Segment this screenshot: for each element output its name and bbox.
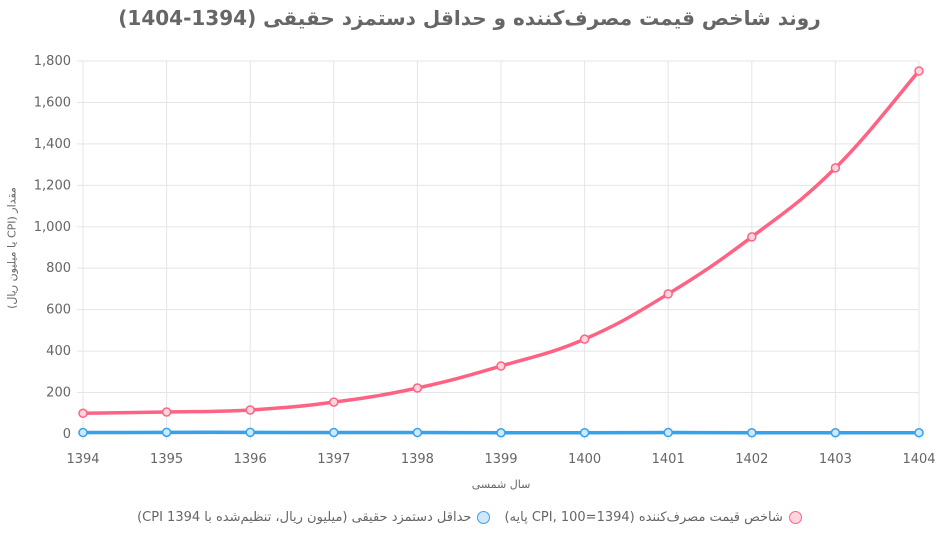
data-point-0: [161, 407, 172, 417]
legend: شاخص قیمت مصرف‌کننده (CPI, 100=1394 پایه…: [0, 510, 939, 525]
x-tick-label: 1404: [902, 452, 935, 467]
legend-label-wage: حداقل دستمزد حقیقی (میلیون ریال، تنظیم‌ش…: [137, 510, 472, 525]
x-tick-label: 1403: [819, 452, 852, 467]
x-tick-label: 1396: [234, 452, 267, 467]
y-tick-label: 1,400: [34, 137, 71, 152]
x-tick-label: 1402: [735, 452, 768, 467]
data-point-0: [830, 163, 841, 173]
data-point-1: [496, 428, 506, 438]
x-tick-label: 1401: [652, 452, 685, 467]
data-point-1: [329, 427, 339, 438]
data-point-0: [496, 361, 506, 371]
data-point-1: [412, 427, 423, 438]
data-point-0: [412, 383, 423, 393]
legend-label-cpi: شاخص قیمت مصرف‌کننده (CPI, 100=1394 پایه…: [504, 510, 783, 525]
legend-swatch-cpi: [788, 511, 802, 524]
y-tick-label: 800: [46, 261, 71, 276]
data-point-0: [747, 232, 757, 242]
data-point-0: [329, 397, 339, 407]
data-point-1: [579, 428, 590, 438]
data-point-1: [747, 428, 757, 438]
x-axis-label: سال شمسی: [471, 478, 531, 491]
y-tick-label: 1,000: [34, 220, 71, 235]
x-tick-label: 1400: [568, 452, 601, 467]
data-point-0: [914, 66, 924, 76]
y-tick-label: 1,600: [34, 95, 71, 110]
legend-swatch-wage: [477, 511, 491, 524]
data-point-1: [663, 427, 673, 438]
data-point-0: [78, 408, 88, 419]
y-tick-label: 1,200: [34, 178, 71, 193]
y-tick-label: 200: [46, 386, 71, 401]
x-tick-label: 1397: [317, 452, 350, 467]
data-point-1: [161, 427, 172, 438]
y-tick-label: 400: [46, 344, 71, 359]
data-point-1: [78, 427, 88, 438]
x-tick-label: 1394: [66, 452, 99, 467]
data-point-1: [245, 427, 255, 438]
legend-item-cpi[interactable]: شاخص قیمت مصرف‌کننده (CPI, 100=1394 پایه…: [504, 510, 802, 525]
data-point-0: [663, 289, 673, 299]
data-point-0: [245, 405, 255, 415]
data-point-0: [579, 334, 590, 344]
x-tick-label: 1395: [150, 452, 183, 467]
chart-title: روند شاخص قیمت مصرف‌کننده و حداقل دستمزد…: [118, 6, 821, 30]
x-tick-label: 1399: [484, 452, 517, 467]
legend-item-wage[interactable]: حداقل دستمزد حقیقی (میلیون ریال، تنظیم‌ش…: [137, 510, 491, 525]
data-point-1: [830, 428, 841, 438]
x-tick-label: 1398: [401, 452, 434, 467]
data-point-1: [914, 428, 924, 438]
y-tick-label: 1,800: [34, 54, 71, 69]
y-tick-label: 0: [63, 427, 71, 442]
series-line-0: [82, 69, 921, 416]
y-tick-label: 600: [46, 303, 71, 318]
